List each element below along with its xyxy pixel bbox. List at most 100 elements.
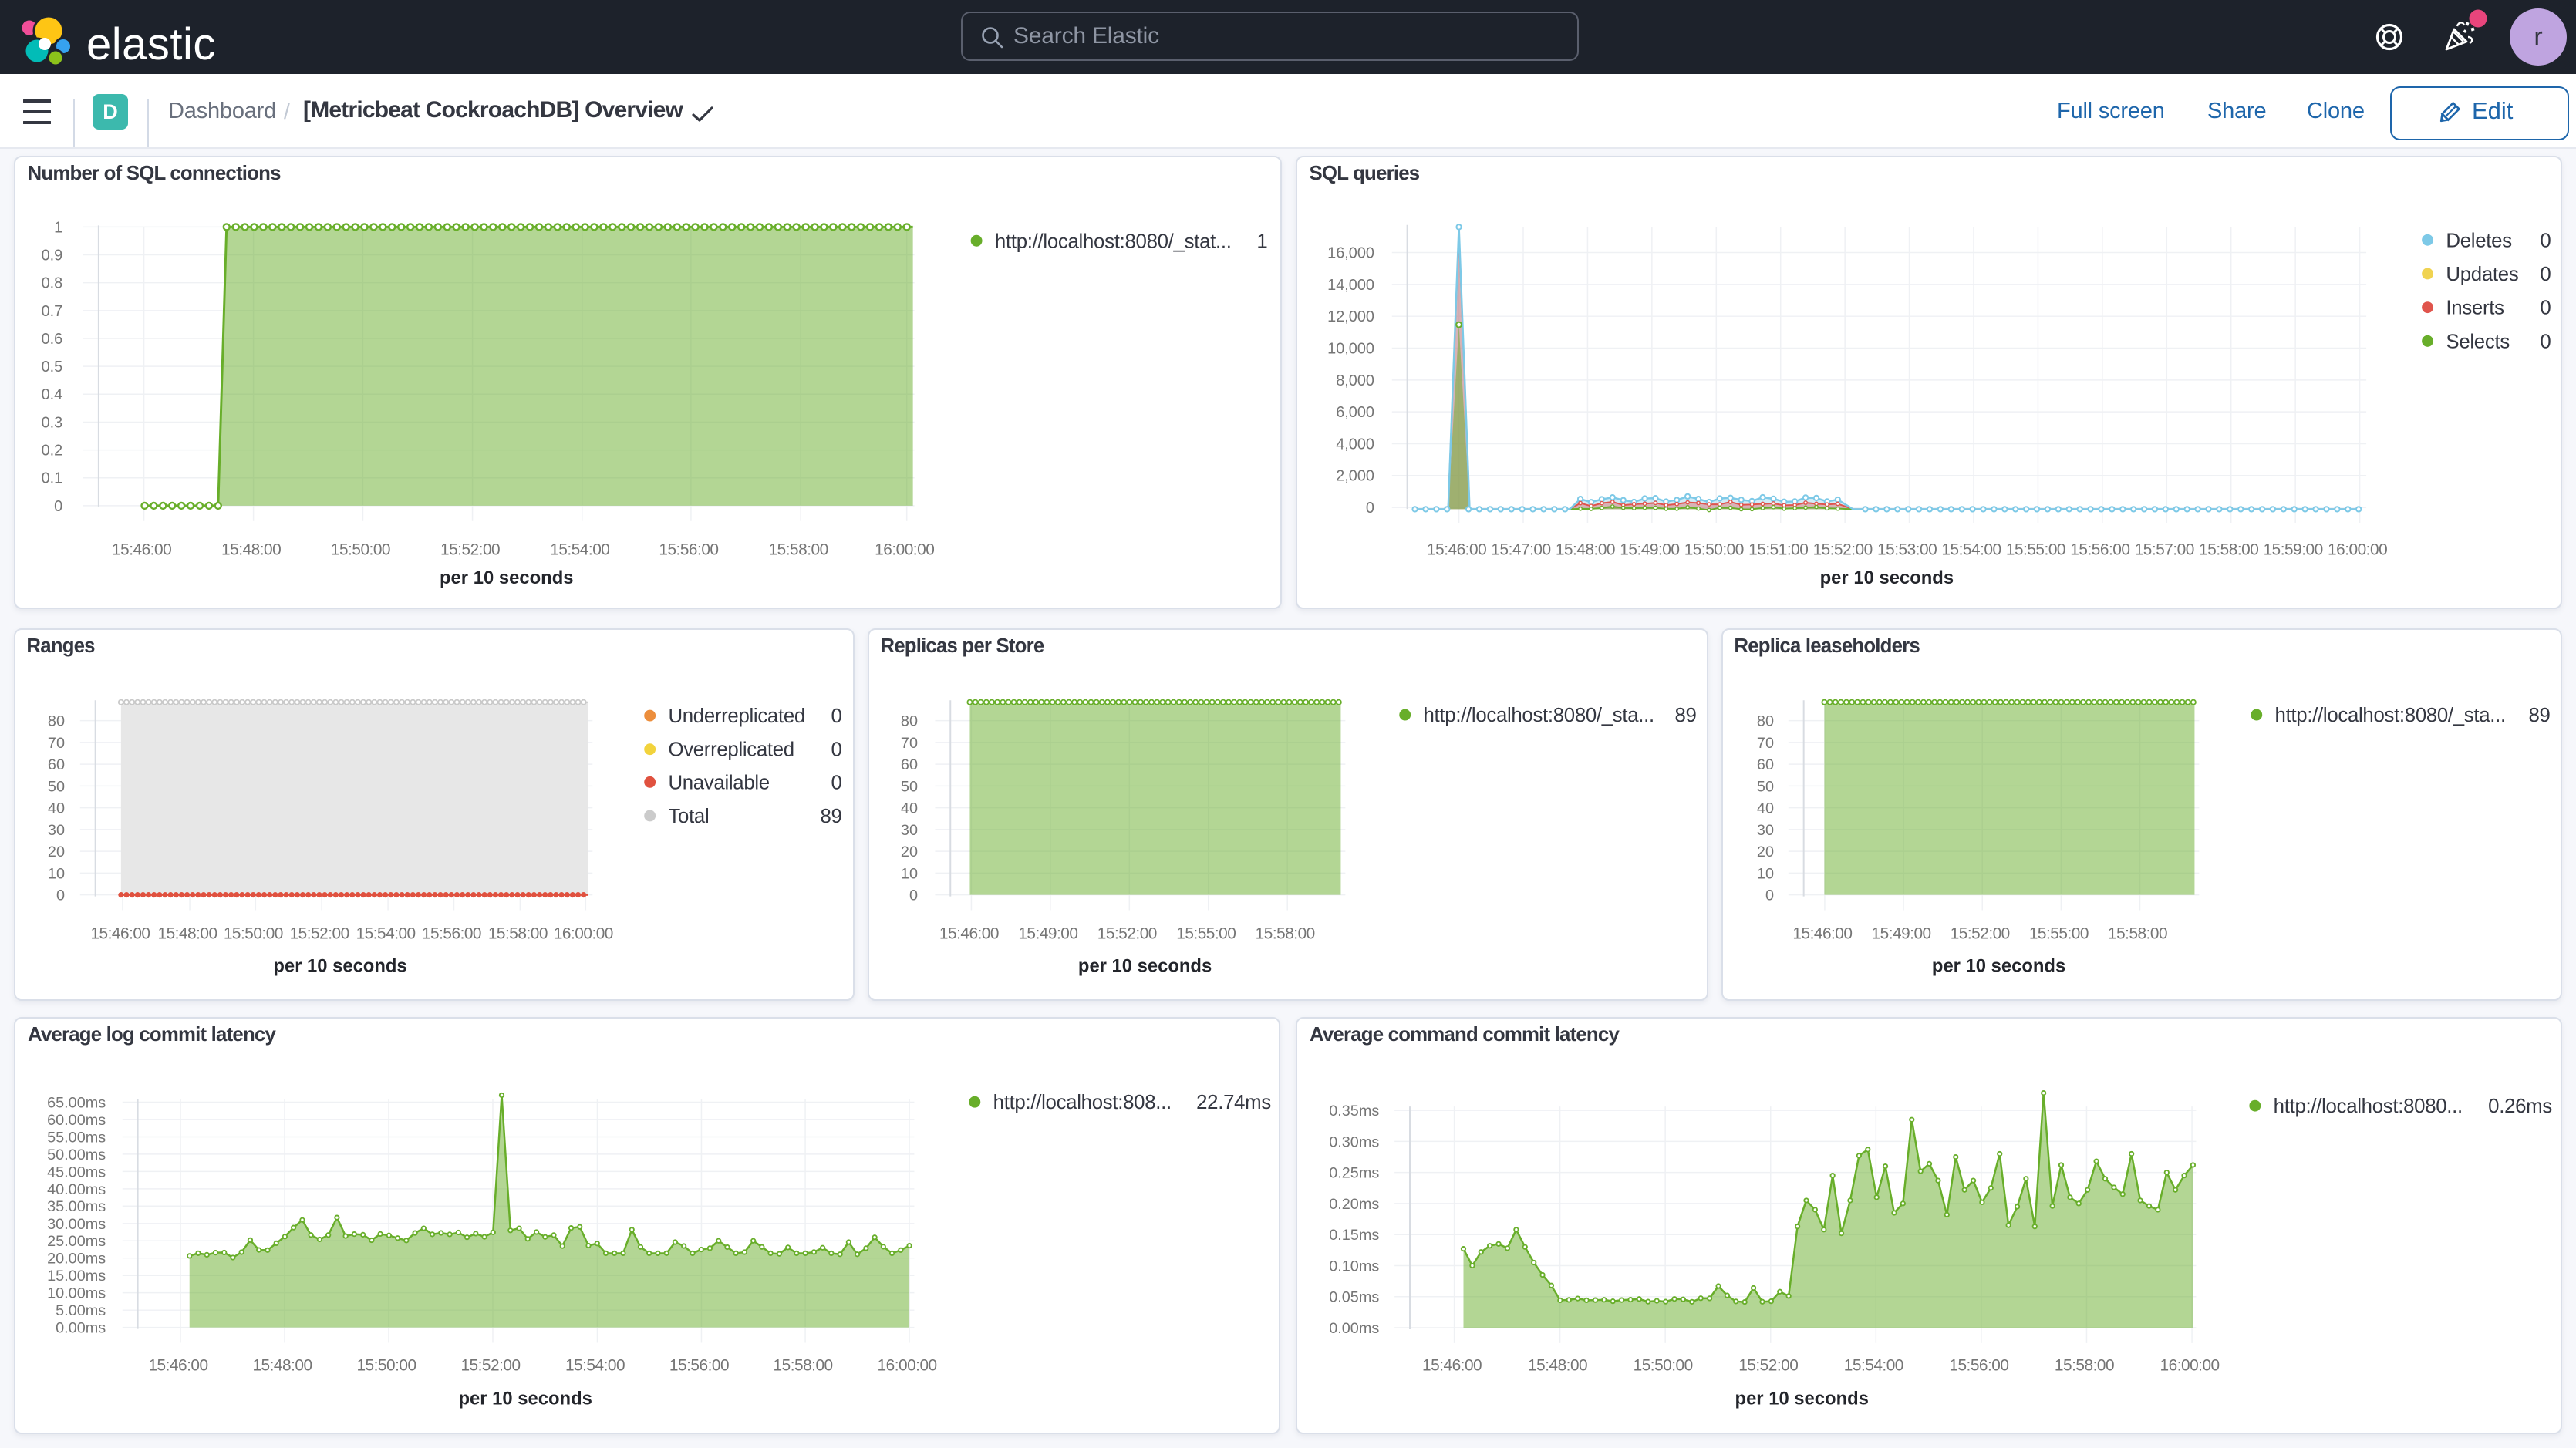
svg-text:15:50:00: 15:50:00 [331, 540, 390, 558]
svg-text:15:49:00: 15:49:00 [1620, 540, 1679, 558]
svg-text:15:55:00: 15:55:00 [2029, 925, 2089, 943]
svg-text:50.00ms: 50.00ms [47, 1147, 106, 1163]
svg-text:Inserts: Inserts [2446, 298, 2504, 319]
svg-text:0: 0 [909, 887, 918, 904]
svg-text:15:56:00: 15:56:00 [669, 1357, 729, 1375]
svg-text:30: 30 [48, 822, 65, 839]
svg-text:15:54:00: 15:54:00 [565, 1357, 625, 1375]
svg-text:40: 40 [901, 800, 918, 817]
svg-text:15:50:00: 15:50:00 [1684, 540, 1744, 558]
svg-text:http://localhost:808...: http://localhost:808... [993, 1092, 1172, 1113]
svg-text:20: 20 [901, 844, 918, 860]
svg-text:89: 89 [2528, 705, 2550, 726]
svg-text:http://localhost:8080/_sta...: http://localhost:8080/_sta... [1424, 705, 1654, 726]
svg-text:50: 50 [48, 778, 65, 795]
svg-text:15:58:00: 15:58:00 [488, 925, 548, 943]
svg-text:0.8: 0.8 [42, 275, 63, 292]
svg-text:0.00ms: 0.00ms [56, 1320, 106, 1337]
svg-text:5.00ms: 5.00ms [56, 1302, 106, 1319]
svg-text:per 10 seconds: per 10 seconds [273, 955, 406, 976]
svg-text:15.00ms: 15.00ms [47, 1268, 106, 1285]
svg-text:22.74ms: 22.74ms [1196, 1092, 1271, 1113]
svg-text:15:52:00: 15:52:00 [290, 925, 349, 943]
svg-text:10: 10 [901, 865, 918, 882]
svg-text:0.30ms: 0.30ms [1329, 1133, 1379, 1150]
svg-text:Overreplicated: Overreplicated [668, 739, 794, 761]
svg-text:16:00:00: 16:00:00 [2160, 1357, 2220, 1375]
svg-text:0.6: 0.6 [42, 331, 63, 348]
svg-text:15:58:00: 15:58:00 [774, 1357, 833, 1375]
svg-text:12,000: 12,000 [1327, 308, 1374, 325]
svg-text:15:58:00: 15:58:00 [2108, 925, 2167, 943]
svg-text:0: 0 [831, 772, 842, 793]
svg-text:30: 30 [1757, 822, 1774, 839]
svg-text:0.05ms: 0.05ms [1329, 1289, 1379, 1306]
svg-text:89: 89 [821, 806, 842, 827]
svg-text:50: 50 [1757, 778, 1774, 795]
svg-text:Underreplicated: Underreplicated [668, 705, 804, 727]
svg-text:70: 70 [48, 735, 65, 752]
svg-text:0: 0 [831, 705, 842, 727]
svg-text:15:55:00: 15:55:00 [1176, 925, 1236, 943]
svg-text:15:47:00: 15:47:00 [1491, 540, 1550, 558]
svg-text:15:52:00: 15:52:00 [1097, 925, 1157, 943]
svg-text:0.4: 0.4 [42, 386, 63, 403]
svg-text:15:46:00: 15:46:00 [1422, 1357, 1482, 1375]
svg-text:per 10 seconds: per 10 seconds [1735, 1388, 1869, 1409]
svg-text:Replica leaseholders: Replica leaseholders [1734, 635, 1920, 657]
svg-text:15:54:00: 15:54:00 [1941, 540, 2001, 558]
svg-text:16:00:00: 16:00:00 [2328, 540, 2387, 558]
svg-text:60.00ms: 60.00ms [47, 1112, 106, 1129]
svg-text:10: 10 [48, 865, 65, 882]
svg-text:20: 20 [48, 844, 65, 860]
svg-text:per 10 seconds: per 10 seconds [1820, 567, 1954, 588]
svg-text:35.00ms: 35.00ms [47, 1198, 106, 1215]
svg-text:15:51:00: 15:51:00 [1748, 540, 1808, 558]
svg-text:0: 0 [2540, 331, 2551, 352]
svg-text:http://localhost:8080/_stat...: http://localhost:8080/_stat... [995, 231, 1232, 252]
svg-text:15:52:00: 15:52:00 [1738, 1357, 1798, 1375]
svg-text:15:59:00: 15:59:00 [2264, 540, 2323, 558]
svg-text:Total: Total [668, 806, 709, 827]
svg-text:15:58:00: 15:58:00 [1256, 925, 1315, 943]
svg-text:0.1: 0.1 [42, 470, 63, 487]
svg-text:15:58:00: 15:58:00 [2055, 1357, 2114, 1375]
svg-text:0: 0 [831, 739, 842, 761]
svg-text:15:46:00: 15:46:00 [148, 1357, 207, 1375]
svg-text:70: 70 [901, 735, 918, 752]
svg-text:0.5: 0.5 [42, 359, 63, 375]
svg-text:89: 89 [1674, 705, 1696, 726]
svg-text:Replicas per Store: Replicas per Store [880, 635, 1044, 657]
svg-text:15:54:00: 15:54:00 [550, 540, 609, 558]
svg-text:80: 80 [901, 713, 918, 730]
svg-text:15:50:00: 15:50:00 [224, 925, 283, 943]
svg-text:15:58:00: 15:58:00 [2199, 540, 2258, 558]
svg-text:15:48:00: 15:48:00 [252, 1357, 312, 1375]
svg-text:15:48:00: 15:48:00 [158, 925, 217, 943]
svg-text:0.20ms: 0.20ms [1329, 1196, 1379, 1213]
svg-text:15:52:00: 15:52:00 [440, 540, 500, 558]
svg-text:Unavailable: Unavailable [668, 772, 769, 793]
svg-text:0.7: 0.7 [42, 303, 63, 320]
svg-text:0.15ms: 0.15ms [1329, 1227, 1379, 1244]
svg-text:15:49:00: 15:49:00 [1018, 925, 1077, 943]
svg-text:2,000: 2,000 [1336, 468, 1374, 485]
svg-text:60: 60 [901, 756, 918, 773]
svg-text:8,000: 8,000 [1336, 372, 1374, 389]
svg-text:1: 1 [1256, 231, 1267, 252]
svg-text:15:48:00: 15:48:00 [1528, 1357, 1587, 1375]
svg-text:40: 40 [48, 800, 65, 817]
svg-text:15:54:00: 15:54:00 [356, 925, 416, 943]
svg-text:20.00ms: 20.00ms [47, 1251, 106, 1268]
svg-text:10.00ms: 10.00ms [47, 1285, 106, 1302]
svg-text:60: 60 [48, 756, 65, 773]
svg-text:55.00ms: 55.00ms [47, 1129, 106, 1146]
svg-text:15:48:00: 15:48:00 [221, 540, 281, 558]
svg-text:0.10ms: 0.10ms [1329, 1258, 1379, 1275]
svg-text:15:56:00: 15:56:00 [422, 925, 481, 943]
svg-text:0.3: 0.3 [42, 414, 63, 431]
svg-text:15:46:00: 15:46:00 [90, 925, 150, 943]
svg-text:15:50:00: 15:50:00 [356, 1357, 416, 1375]
svg-text:15:54:00: 15:54:00 [1844, 1357, 1903, 1375]
svg-text:15:53:00: 15:53:00 [1877, 540, 1937, 558]
